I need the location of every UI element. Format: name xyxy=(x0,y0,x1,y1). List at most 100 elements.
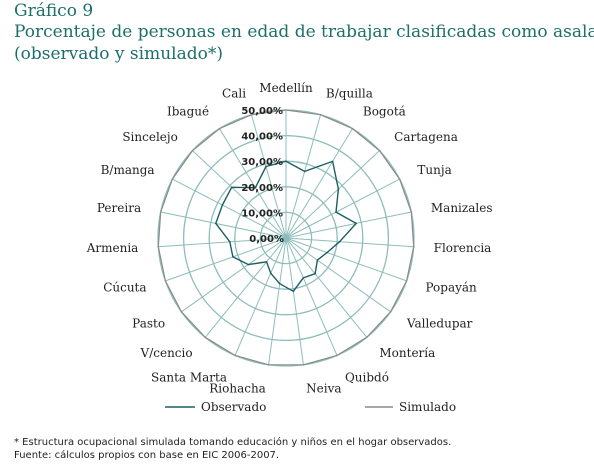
data-point xyxy=(247,263,250,266)
grid-spoke xyxy=(285,237,368,338)
data-point xyxy=(218,127,221,130)
data-point xyxy=(314,272,316,275)
data-point xyxy=(204,336,207,339)
data-point xyxy=(292,290,295,293)
category-label: Ibagué xyxy=(167,105,209,119)
category-label: V/cencio xyxy=(140,346,193,360)
data-point xyxy=(331,160,334,163)
category-label: Medellín xyxy=(259,81,313,95)
category-label: Riohacha xyxy=(209,382,266,396)
data-point xyxy=(215,222,217,225)
data-point xyxy=(171,178,174,180)
data-point xyxy=(285,109,287,111)
data-point xyxy=(316,259,319,261)
grid-spoke xyxy=(285,237,407,282)
series-line-observado xyxy=(215,160,357,292)
category-label: B/manga xyxy=(101,163,155,177)
grid-spoke xyxy=(285,128,353,239)
data-point xyxy=(326,251,328,254)
grid-spoke xyxy=(285,150,380,239)
data-point xyxy=(351,127,354,130)
category-label: Bogotá xyxy=(363,105,406,119)
category-label: Quibdó xyxy=(345,371,389,385)
figure-number: Gráfico 9 xyxy=(14,1,94,21)
grid-spoke xyxy=(250,114,287,239)
category-label: Pereira xyxy=(97,201,141,215)
data-point xyxy=(365,336,368,339)
data-point xyxy=(159,211,162,213)
data-point xyxy=(412,245,415,248)
data-point xyxy=(410,211,413,213)
category-label: Cali xyxy=(222,86,246,100)
data-point xyxy=(378,149,381,152)
data-point xyxy=(302,364,305,366)
data-point xyxy=(221,204,224,206)
data-point xyxy=(250,113,253,116)
data-point xyxy=(389,311,392,313)
footnote: * Estructura ocupacional simulada tomand… xyxy=(14,437,452,448)
data-point xyxy=(302,277,305,279)
data-point xyxy=(338,240,341,243)
category-label: Santa Marta xyxy=(151,371,227,385)
source-note: Fuente: cálculos propios con base en EIC… xyxy=(14,450,280,461)
grid-spoke xyxy=(285,237,338,356)
category-label: Cúcuta xyxy=(103,281,146,295)
category-label: Tunja xyxy=(417,163,451,177)
data-point xyxy=(157,245,160,248)
data-point xyxy=(336,354,338,357)
data-point xyxy=(337,188,340,190)
data-point xyxy=(234,354,236,357)
data-point xyxy=(265,165,267,168)
tick-label: 10,00% xyxy=(241,208,283,219)
category-label: Neiva xyxy=(306,382,341,396)
data-point xyxy=(398,178,401,180)
data-point xyxy=(164,280,167,282)
grid-spoke xyxy=(219,128,287,239)
data-point xyxy=(267,364,270,366)
grid-spoke xyxy=(234,237,287,356)
data-point xyxy=(229,241,231,243)
category-label: Montería xyxy=(379,346,435,360)
data-point xyxy=(355,222,357,225)
legend-label: Observado xyxy=(201,400,266,414)
category-label: Valledupar xyxy=(406,316,473,330)
data-point xyxy=(191,149,194,152)
tick-label: 30,00% xyxy=(241,157,283,168)
data-point xyxy=(319,113,322,116)
chart-subtitle: (observado y simulado*) xyxy=(14,44,223,64)
data-point xyxy=(285,160,287,162)
tick-label: 0,00% xyxy=(249,234,284,245)
tick-label: 50,00% xyxy=(241,106,283,117)
tick-label: 40,00% xyxy=(241,132,283,143)
grid-spoke xyxy=(285,237,304,365)
category-label: Manizales xyxy=(431,201,493,215)
category-label: Cartagena xyxy=(394,130,458,144)
category-label: Florencia xyxy=(434,241,492,255)
tick-label: 20,00% xyxy=(241,183,283,194)
data-point xyxy=(335,211,337,213)
grid-spoke xyxy=(165,237,287,282)
category-label: Armenia xyxy=(86,241,139,255)
category-label: Pasto xyxy=(132,316,165,330)
category-label: Sincelejo xyxy=(122,130,178,144)
data-point xyxy=(232,256,234,258)
grid-spoke xyxy=(268,237,287,365)
grid-spoke xyxy=(285,114,322,239)
data-point xyxy=(303,170,306,173)
grid-spoke xyxy=(181,237,287,313)
grid-spoke xyxy=(285,211,412,239)
category-label: B/quilla xyxy=(326,86,373,100)
grid-spoke xyxy=(285,237,391,313)
data-point xyxy=(269,272,272,275)
data-point xyxy=(230,186,233,189)
series-line-simulado xyxy=(157,109,415,366)
grid-spoke xyxy=(285,237,414,248)
grid-spoke xyxy=(160,211,287,239)
grid-spoke xyxy=(192,150,287,239)
grid-spoke xyxy=(158,237,287,248)
legend-label: Simulado xyxy=(399,400,456,414)
grid-spoke xyxy=(285,178,400,239)
data-point xyxy=(265,261,268,263)
